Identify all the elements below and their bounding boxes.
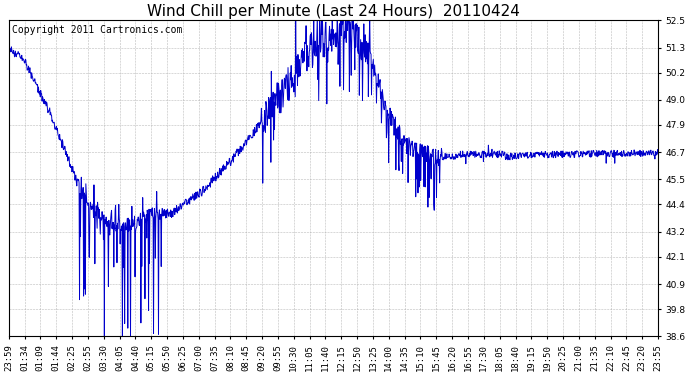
Text: Copyright 2011 Cartronics.com: Copyright 2011 Cartronics.com bbox=[12, 25, 182, 35]
Title: Wind Chill per Minute (Last 24 Hours)  20110424: Wind Chill per Minute (Last 24 Hours) 20… bbox=[147, 4, 520, 19]
